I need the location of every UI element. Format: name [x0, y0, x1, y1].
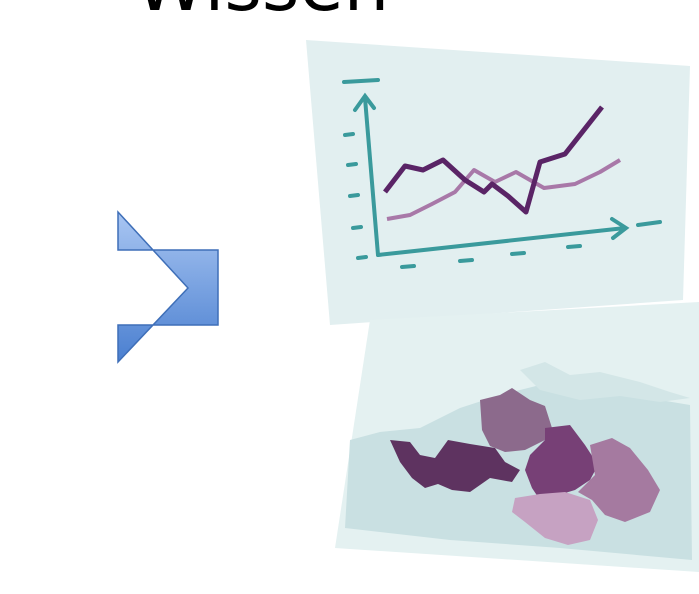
arrow — [117, 210, 219, 364]
chart-axes — [342, 78, 662, 269]
map-land — [345, 385, 692, 560]
map-region-purple — [525, 425, 598, 500]
chart-line-dark — [383, 105, 604, 215]
map-region-mid — [480, 388, 552, 452]
chart-illustration — [306, 40, 690, 325]
slide-title: Wissen — [135, 0, 390, 27]
map-region-mauve — [578, 438, 660, 522]
map-illustration — [335, 302, 699, 572]
map-region-pink — [512, 492, 598, 545]
map-land-north — [520, 362, 690, 402]
map-region-dark — [390, 440, 520, 492]
chart-line-light — [386, 158, 622, 221]
